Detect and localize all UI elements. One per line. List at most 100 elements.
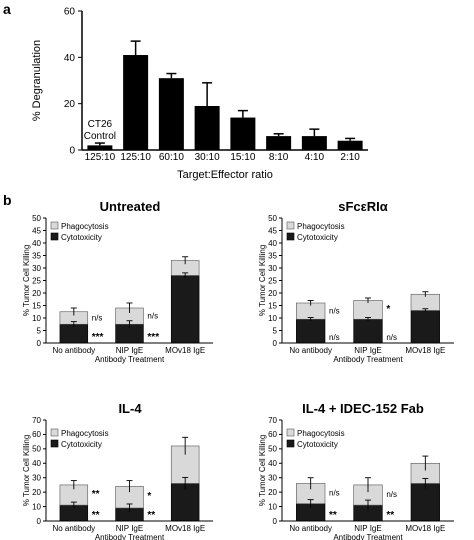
- b-y-tick-label: 60: [32, 430, 41, 439]
- b-x-tick-label: MOv18 IgE: [165, 524, 205, 533]
- b-x-tick-label: No antibody: [52, 346, 95, 355]
- a-y-tick-label: 20: [64, 99, 76, 110]
- b-x-tick-label: NIP IgE: [116, 346, 143, 355]
- b-significance-label: **: [329, 510, 337, 521]
- b-x-tick-label: NIP IgE: [116, 524, 143, 533]
- b-y-tick-label: 70: [268, 416, 277, 425]
- b-y-axis-label: % Tumor Cell Killing: [258, 435, 267, 507]
- b-panel-title: IL-4: [118, 401, 142, 416]
- b-significance-label: *: [386, 304, 390, 315]
- b-y-tick-label: 0: [273, 517, 278, 526]
- b-significance-label: n/s: [386, 333, 397, 342]
- a-x-axis-label: Target:Effector ratio: [177, 169, 273, 181]
- b-y-tick-label: 5: [37, 326, 42, 335]
- a-x-tick-label: 125:10: [85, 152, 116, 163]
- b-bar-cytotoxicity: [410, 483, 440, 522]
- b-y-tick-label: 20: [32, 488, 41, 497]
- b-y-tick-label: 0: [37, 517, 42, 526]
- b-y-tick-label: 5: [273, 326, 278, 335]
- b-y-tick-label: 25: [268, 276, 277, 285]
- b-legend-label: Phagocytosis: [297, 429, 345, 438]
- b-y-tick-label: 40: [268, 459, 277, 468]
- b-y-tick-label: 0: [273, 339, 278, 348]
- b-y-tick-label: 30: [32, 264, 41, 273]
- a-x-tick-label: 8:10: [269, 152, 289, 163]
- panel-letter-b: b: [3, 192, 12, 208]
- b-significance-label: **: [386, 510, 394, 521]
- b-y-tick-label: 70: [32, 416, 41, 425]
- b-y-tick-label: 35: [268, 251, 277, 260]
- b-bar-cytotoxicity: [410, 310, 440, 344]
- b-legend-swatch-cytotoxicity: [286, 232, 295, 241]
- b-legend-label: Cytotoxicity: [297, 233, 338, 242]
- a-y-tick-label: 40: [64, 53, 76, 64]
- b-legend-label: Cytotoxicity: [61, 440, 102, 449]
- b-significance-label: ***: [92, 332, 104, 343]
- b-y-tick-label: 30: [32, 474, 41, 483]
- b-bar-phagocytosis: [353, 300, 383, 320]
- b-significance-label: n/s: [386, 490, 397, 499]
- b-y-tick-label: 10: [32, 502, 41, 511]
- b-significance-label: ***: [147, 332, 159, 343]
- b-panel-title: IL-4 + IDEC-152 Fab: [302, 401, 424, 416]
- b-legend-swatch-cytotoxicity: [50, 232, 59, 241]
- b-y-tick-label: 45: [268, 226, 277, 235]
- b-x-tick-label: MOv18 IgE: [405, 346, 445, 355]
- b-y-tick-label: 30: [268, 264, 277, 273]
- a-bar-annotation: Control: [84, 131, 116, 142]
- a-bar: [158, 78, 184, 150]
- b-y-tick-label: 30: [268, 474, 277, 483]
- a-x-tick-label: 30:10: [195, 152, 220, 163]
- b-legend-swatch-phagocytosis: [286, 428, 295, 437]
- b-y-axis-label: % Tumor Cell Killing: [22, 435, 31, 507]
- b-significance-label: n/s: [329, 489, 340, 498]
- b-y-tick-label: 45: [32, 226, 41, 235]
- panel-letter-a: a: [3, 1, 11, 17]
- a-x-tick-label: 60:10: [159, 152, 184, 163]
- a-y-axis-label: % Degranulation: [31, 40, 43, 121]
- a-y-tick-label: 60: [64, 7, 76, 18]
- b-y-tick-label: 15: [32, 301, 41, 310]
- b-x-axis-label: Antibody Treatment: [333, 355, 403, 364]
- b-panel-title: sFcεRIα: [338, 199, 388, 214]
- b-x-axis-label: Antibody Treatment: [95, 533, 165, 540]
- b-legend-label: Cytotoxicity: [61, 233, 102, 242]
- b-legend-label: Phagocytosis: [297, 222, 345, 231]
- b-y-tick-label: 40: [268, 239, 277, 248]
- b-y-tick-label: 20: [268, 488, 277, 497]
- b-y-tick-label: 20: [32, 289, 41, 298]
- b-legend-swatch-phagocytosis: [50, 428, 59, 437]
- b-legend-label: Phagocytosis: [61, 222, 109, 231]
- a-bar: [194, 105, 220, 150]
- b-y-tick-label: 10: [32, 314, 41, 323]
- b-x-tick-label: No antibody: [289, 346, 332, 355]
- b-x-axis-label: Antibody Treatment: [95, 355, 165, 364]
- a-x-tick-label: 2:10: [340, 152, 360, 163]
- b-y-tick-label: 25: [32, 276, 41, 285]
- a-bar: [301, 136, 327, 150]
- a-bar: [123, 55, 149, 151]
- b-y-tick-label: 50: [268, 445, 277, 454]
- a-y-tick-label: 0: [69, 146, 75, 157]
- b-x-tick-label: No antibody: [52, 524, 95, 533]
- b-bar-cytotoxicity: [296, 318, 326, 344]
- b-legend-label: Phagocytosis: [61, 429, 109, 438]
- b-significance-label: n/s: [147, 311, 158, 320]
- b-y-tick-label: 10: [268, 314, 277, 323]
- b-significance-label: **: [92, 489, 100, 500]
- b-significance-label: n/s: [92, 313, 103, 322]
- a-bar: [230, 117, 256, 150]
- b-significance-label: n/s: [329, 333, 340, 342]
- b-x-tick-label: NIP IgE: [354, 524, 381, 533]
- a-bar: [337, 140, 363, 150]
- b-bar-cytotoxicity: [59, 323, 89, 344]
- b-y-tick-label: 60: [268, 430, 277, 439]
- b-x-tick-label: NIP IgE: [354, 346, 381, 355]
- b-y-tick-label: 10: [268, 502, 277, 511]
- b-significance-label: n/s: [329, 306, 340, 315]
- b-bar-cytotoxicity: [353, 318, 383, 344]
- b-legend-swatch-phagocytosis: [286, 221, 295, 230]
- b-y-tick-label: 50: [32, 445, 41, 454]
- b-y-axis-label: % Tumor Cell Killing: [258, 245, 267, 317]
